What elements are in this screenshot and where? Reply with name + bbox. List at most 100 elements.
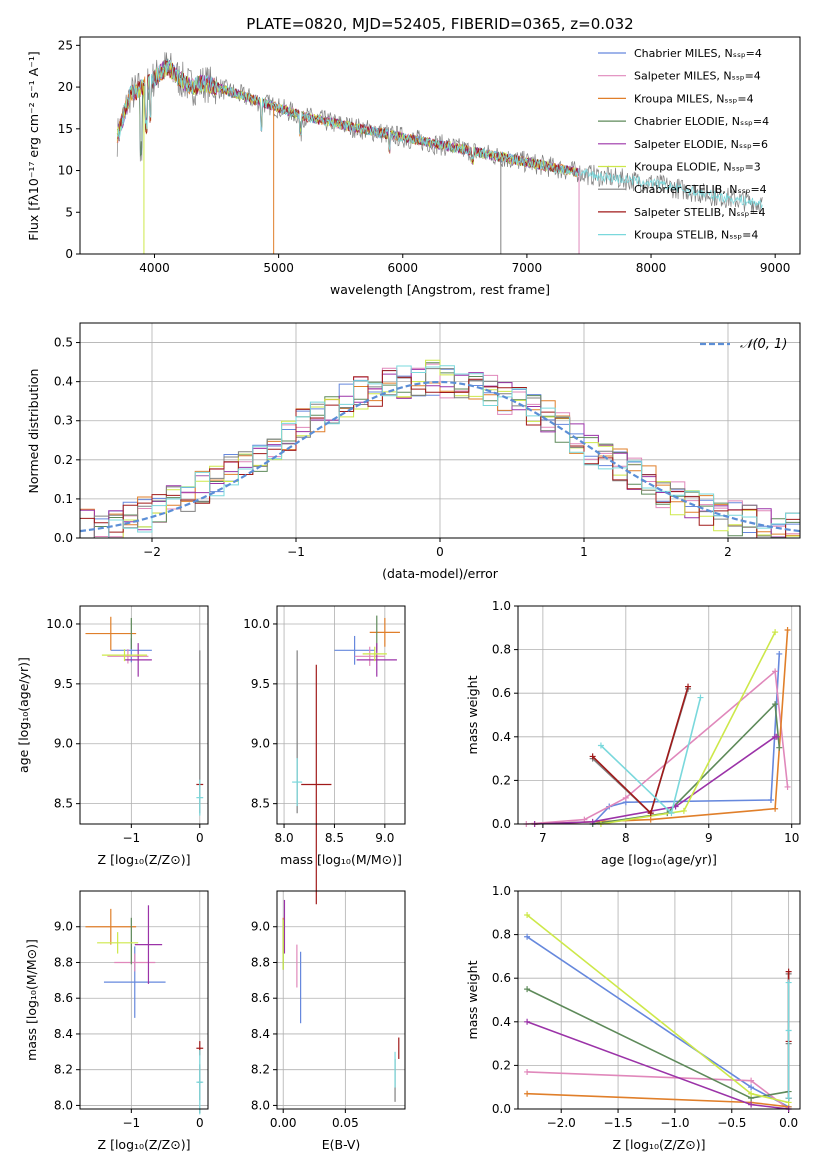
errorbar-kroupa_elodie: [362, 646, 387, 662]
weight-point-marker: [748, 1090, 755, 1097]
weight-point-marker: [776, 744, 783, 751]
x-tick-label: 6000: [387, 261, 418, 275]
mass-vs-EBV-points: [282, 899, 400, 1102]
errorbar-salpeter_elodie: [124, 643, 152, 677]
mass-vs-Z-frame: [79, 890, 209, 1110]
x-tick-label: 4000: [139, 261, 170, 275]
x-tick-label: 7: [539, 831, 547, 845]
errorbar-kroupa_stelib: [292, 758, 303, 807]
hist-step-kroupa_elodie: [80, 359, 800, 539]
spectrum-lines: [116, 52, 763, 254]
weight-point-marker: [524, 1068, 531, 1075]
weight-line-kroupa_elodie: [600, 631, 776, 825]
y-tick-label: 9.5: [54, 677, 73, 691]
y-tick-label: 0.6: [492, 971, 511, 985]
x-tick-label: 0: [196, 1116, 204, 1130]
y-tick-label: 0.8: [492, 643, 511, 657]
spectrum-ylabel: Flux [fλ10⁻¹⁷ erg cm⁻² s⁻¹ A⁻¹]: [26, 51, 41, 240]
weight-vs-age-lines: [523, 626, 791, 827]
weight-point-marker: [697, 694, 704, 701]
weight-point-marker: [524, 911, 531, 918]
weight-point-marker: [647, 816, 654, 823]
y-tick-label: 0.4: [492, 1015, 511, 1029]
y-tick-label: 0.4: [54, 375, 73, 389]
weight-point-marker: [785, 968, 792, 975]
y-tick-label: 10.0: [46, 617, 73, 631]
errorbar-kroupa_stelib: [196, 779, 204, 816]
x-tick-label: −1: [122, 831, 140, 845]
age-vs-Z-panel: −1 0 8.5 9.0 9.5 10.0 Z [log₁₀(Z/Z⊙)] age [lo…: [16, 605, 209, 867]
x-tick-label: −1: [122, 1116, 140, 1130]
spectrum-legend-label: Salpeter STELIB, Nₛₛₚ=4: [634, 206, 766, 219]
weight-point-marker: [773, 733, 780, 740]
y-tick-label: 8.5: [54, 797, 73, 811]
errorbar-kroupa_miles: [85, 616, 137, 651]
weight-point-marker: [776, 650, 783, 657]
weight-point-marker: [785, 1095, 792, 1102]
weight-vs-age-panel: 7 8 9 10 0.0 0.2 0.4 0.6 0.8 1.0 age [log₁₀(age/y…: [465, 599, 801, 867]
y-tick-label: 8.4: [251, 1027, 270, 1041]
x-tick-label: −0.5: [717, 1116, 746, 1130]
weight-point-marker: [784, 783, 791, 790]
weight-point-marker: [748, 1077, 755, 1084]
x-tick-label: −1: [287, 545, 305, 559]
spectrum-xlabel: wavelength [Angstrom, rest frame]: [330, 282, 550, 297]
weight-point-marker: [524, 933, 531, 940]
spectrum-panel: PLATE=0820, MJD=52405, FIBERID=0365, z=0…: [26, 15, 801, 297]
x-tick-label: −2: [143, 545, 161, 559]
y-tick-label: 0.4: [492, 730, 511, 744]
age-vs-Z-points: [85, 616, 204, 816]
mass-vs-EBV-ticks: 0.00 0.05 8.0 8.2 8.4 8.6 8.8 9.0: [251, 891, 405, 1130]
weight-point-marker: [589, 753, 596, 760]
y-tick-label: 9.0: [251, 920, 270, 934]
x-tick-label: 5000: [263, 261, 294, 275]
mass-vs-Z-panel: −1 0 8.0 8.2 8.4 8.6 8.8 9.0 Z [log₁₀(Z/Z⊙)] ma…: [24, 890, 209, 1152]
residuals-ylabel: Normed distribution: [26, 369, 41, 494]
spectrum-legend-label: Chabrier ELODIE, Nₛₛₚ=4: [634, 115, 769, 128]
weight-point-marker: [524, 1090, 531, 1097]
weight-vs-age-xlabel: age [log₁₀(age/yr)]: [601, 852, 717, 867]
errorbar-salpeter_miles: [107, 649, 149, 664]
x-tick-label: 0.00: [270, 1116, 297, 1130]
x-tick-label: 9000: [760, 261, 791, 275]
y-tick-label: 0.0: [492, 817, 511, 831]
x-tick-label: 9.0: [375, 831, 394, 845]
y-tick-label: 9.0: [54, 737, 73, 751]
x-tick-label: 8: [622, 831, 630, 845]
mass-vs-EBV-xlabel: E(B-V): [322, 1137, 361, 1152]
age-vs-Z-ticks: −1 0 8.5 9.0 9.5 10.0: [46, 606, 208, 845]
spectrum-ticks: 4000 5000 6000 7000 8000 9000 0 5 10 15 20 25: [58, 38, 791, 275]
age-vs-Z-frame: [79, 605, 209, 825]
errorbar-salpeter_elodie: [356, 643, 397, 677]
residuals-frame: [79, 322, 801, 539]
weight-point-marker: [748, 1101, 755, 1108]
hist-step-salpeter_miles: [80, 363, 800, 538]
spectrum-line-salpeter_stelib: [117, 59, 580, 177]
y-tick-label: 0.3: [54, 414, 73, 428]
y-tick-label: 1.0: [492, 599, 511, 613]
spectrum-line-chabrier_stelib: [116, 52, 763, 214]
y-tick-label: 1.0: [492, 884, 511, 898]
y-tick-label: 8.5: [251, 797, 270, 811]
x-tick-label: 8000: [636, 261, 667, 275]
weight-point-marker: [772, 701, 779, 708]
weight-point-marker: [685, 683, 692, 690]
weight-point-marker: [647, 810, 654, 817]
y-tick-label: 0.2: [54, 453, 73, 467]
x-tick-label: 9: [705, 831, 713, 845]
y-tick-label: 8.6: [54, 991, 73, 1005]
mass-vs-Z-xlabel: Z [log₁₀(Z/Z⊙)]: [98, 1137, 191, 1152]
weight-point-marker: [785, 979, 792, 986]
weight-vs-Z-ylabel: mass weight: [465, 960, 480, 1039]
x-tick-label: 8.0: [275, 831, 294, 845]
x-tick-label: 2: [724, 545, 732, 559]
gaussian-legend-label: 𝒩(0, 1): [740, 337, 787, 352]
y-tick-label: 9.0: [54, 920, 73, 934]
y-tick-label: 8.4: [54, 1027, 73, 1041]
spectrum-legend-label: Kroupa MILES, Nₛₛₚ=4: [634, 92, 754, 105]
spectrum-legend-label: Chabrier STELIB, Nₛₛₚ=4: [634, 183, 767, 196]
errorbar-kroupa_elodie: [97, 932, 139, 954]
spectrum-frame: [79, 36, 801, 255]
hist-step-kroupa_stelib: [80, 365, 800, 539]
